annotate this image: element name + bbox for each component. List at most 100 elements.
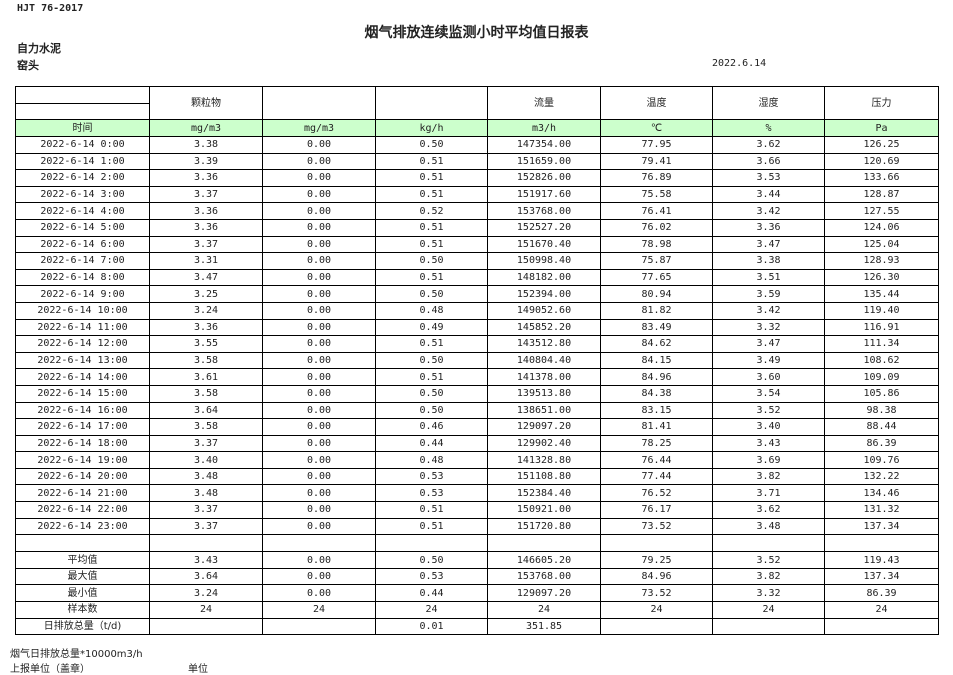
table-row-cell: 127.55 [824,202,939,220]
table-row: 2022-6-14 11:00 3.36 0.00 0.49 145852.20 83.4… [15,318,939,337]
summary-row-cell: 86.39 [824,584,939,603]
table-row-cell: 2022-6-14 23:00 [15,517,150,536]
summary-row-cell: 0.00 [262,567,376,586]
table-row-cell: 3.37 [149,517,263,536]
table-row-cell: 2022-6-14 16:00 [15,401,150,420]
table-row-cell: 145852.20 [487,318,601,337]
table-row-cell: 75.58 [600,185,713,204]
table-row-cell: 0.51 [375,517,488,536]
table-row-cell: 77.95 [600,136,713,154]
table-row-cell: 0.00 [262,136,376,154]
table-row-cell: 0.00 [262,235,376,254]
table-row: 2022-6-14 8:00 3.47 0.00 0.51 148182.00 77.65… [15,268,939,287]
units-row-cell: m3/h [487,119,601,137]
table-row-cell: 0.50 [375,252,488,270]
table-row-cell: 3.64 [149,401,263,420]
table-row-cell: 0.00 [262,467,376,486]
table-row-cell: 84.38 [600,384,713,403]
table-row-cell: 3.62 [712,501,825,519]
corner-divider [16,88,149,104]
table-row-cell: 75.87 [600,252,713,270]
table-row-cell: 133.66 [824,169,939,187]
table-row-cell: 152527.20 [487,218,601,237]
table-row-cell: 3.42 [712,301,825,320]
summary-row-cell: 24 [824,601,939,619]
table-row-cell: 3.47 [712,235,825,254]
summary-row: 最大值 3.64 0.00 0.53 153768.00 84.96 3.82 137.34 [15,567,939,586]
table-row-cell: 2022-6-14 18:00 [15,434,150,453]
table-row-cell: 0.00 [262,285,376,303]
table-row-cell: 73.52 [600,517,713,536]
summary-row-cell: 79.25 [600,551,713,569]
table-row-cell: 0.00 [262,351,376,370]
summary-row-cell: 24 [375,601,488,619]
summary-row-cell: 3.32 [712,584,825,603]
table-row-cell: 0.51 [375,335,488,353]
table-row-cell: 3.25 [149,285,263,303]
table-row-cell: 105.86 [824,384,939,403]
table-row-cell: 119.40 [824,301,939,320]
table-row-cell: 2022-6-14 7:00 [15,252,150,270]
table-row: 2022-6-14 18:00 3.37 0.00 0.44 129902.40 78.2… [15,434,939,453]
summary-row-cell: 24 [600,601,713,619]
table-row-cell: 138651.00 [487,401,601,420]
table-row-cell: 2022-6-14 0:00 [15,136,150,154]
table-row-cell: 3.40 [149,451,263,469]
units-row-cell: 时间 [15,119,150,137]
table-row-cell: 150921.00 [487,501,601,519]
summary-row-cell: 24 [262,601,376,619]
table-row-cell: 3.37 [149,185,263,204]
summary-row-cell: 0.50 [375,551,488,569]
table-row: 2022-6-14 0:00 3.38 0.00 0.50 147354.00 77.95… [15,136,939,154]
table-row-cell: 120.69 [824,152,939,171]
summary-row-cell: 日排放总量（t/d) [15,617,150,636]
header-row-cell: 颗粒物 [149,86,263,120]
table-row-cell: 0.00 [262,434,376,453]
table-row-cell: 80.94 [600,285,713,303]
table-row-cell: 77.44 [600,467,713,486]
table-row-cell: 3.52 [712,401,825,420]
table-row-cell: 141378.00 [487,368,601,386]
table-row-cell: 0.53 [375,484,488,503]
summary-row-cell: 137.34 [824,567,939,586]
table-row-cell: 0.00 [262,368,376,386]
summary-row-cell: 24 [487,601,601,619]
table-row-cell: 2022-6-14 10:00 [15,301,150,320]
table-row-cell: 0.00 [262,301,376,320]
summary-row: 最小值 3.24 0.00 0.44 129097.20 73.52 3.32 86.39 [15,584,939,603]
table-row: 2022-6-14 2:00 3.36 0.00 0.51 152826.00 76.89… [15,169,939,187]
table-row-cell: 3.71 [712,484,825,503]
summary-row-cell: 0.53 [375,567,488,586]
table-row-cell: 0.51 [375,268,488,287]
table-row: 2022-6-14 19:00 3.40 0.00 0.48 141328.80 76.4… [15,451,939,469]
summary-row-cell: 0.00 [262,584,376,603]
table-row-cell: 2022-6-14 5:00 [15,218,150,237]
summary-row: 样本数 24 24 24 24 24 24 24 [15,601,939,619]
table-row: 2022-6-14 16:00 3.64 0.00 0.50 138651.00 83.1… [15,401,939,420]
table-row-cell: 3.24 [149,301,263,320]
summary-row-cell: 119.43 [824,551,939,569]
table-row-cell: 3.48 [149,484,263,503]
table-row-cell: 0.00 [262,517,376,536]
table-row-cell: 131.32 [824,501,939,519]
summary-row-cell: 0.00 [262,551,376,569]
units-row-cell: mg/m3 [149,119,263,137]
summary-row-cell: 3.24 [149,584,263,603]
table-row-cell: 116.91 [824,318,939,337]
table-row-cell: 3.47 [712,335,825,353]
table-row-cell: 109.09 [824,368,939,386]
table-row-cell: 0.51 [375,152,488,171]
table-row-cell: 132.22 [824,467,939,486]
summary-row-cell [149,617,263,636]
table-row-cell: 2022-6-14 3:00 [15,185,150,204]
table-row-cell: 76.89 [600,169,713,187]
unit-name: 窑头 [17,59,39,72]
header-row-cell: 流量 [487,86,601,120]
table-row-cell: 0.50 [375,285,488,303]
summary-row-cell: 最小值 [15,584,150,603]
table-row-cell: 151108.80 [487,467,601,486]
table-row-cell: 2022-6-14 8:00 [15,268,150,287]
table-row-cell: 78.98 [600,235,713,254]
header-row-cell: 压力 [824,86,939,120]
blank-row-cell [262,534,376,553]
